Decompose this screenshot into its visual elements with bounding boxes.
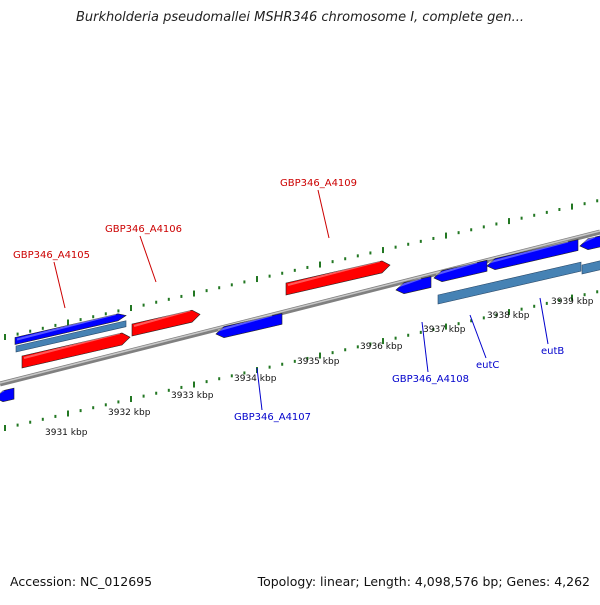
cds-bars xyxy=(15,260,600,353)
gene-label-eutb[interactable]: eutB xyxy=(541,346,564,357)
gene-highlight xyxy=(581,235,596,244)
cds-bar-edge xyxy=(581,260,600,275)
topology-summary: Topology: linear; Length: 4,098,576 bp; … xyxy=(257,574,590,589)
kbp-label: 3938 kbp xyxy=(487,311,530,321)
cds-bar-right xyxy=(437,261,582,305)
kbp-label: 3939 kbp xyxy=(551,297,594,307)
kbp-label: 3934 kbp xyxy=(234,374,277,384)
map-title: Burkholderia pseudomallei MSHR346 chromo… xyxy=(75,10,525,25)
gene-arrow-eutc[interactable] xyxy=(433,259,488,282)
kbp-label: 3935 kbp xyxy=(297,357,340,367)
gene-label-gbp346-a4108[interactable]: GBP346_A4108 xyxy=(392,374,469,385)
gene-arrow-gbp346-a4108[interactable] xyxy=(395,276,432,294)
gene-label-gbp346-a4107[interactable]: GBP346_A4107 xyxy=(234,412,311,423)
backbone-highlight xyxy=(0,230,600,384)
accession-text: Accession: NC_012695 xyxy=(10,574,153,589)
gene-arrow-gbp346-a4105-rev[interactable] xyxy=(14,313,127,345)
kbp-label: 3932 kbp xyxy=(108,408,151,418)
gene-highlight xyxy=(435,261,478,276)
gene-highlight xyxy=(488,240,569,264)
leader-line xyxy=(317,189,330,239)
gene-label-gbp346-a4106[interactable]: GBP346_A4106 xyxy=(105,224,182,235)
gene-label-gbp346-a4105[interactable]: GBP346_A4105 xyxy=(13,250,90,261)
gene-highlight xyxy=(23,332,121,359)
gene-arrow-eutb[interactable] xyxy=(486,239,579,270)
gene-highlight xyxy=(16,313,117,341)
gene-highlight xyxy=(397,277,422,288)
leader-line xyxy=(53,261,66,309)
leader-line xyxy=(421,321,429,373)
gene-highlight xyxy=(217,314,273,332)
kbp-label: 3937 kbp xyxy=(423,325,466,335)
gene-highlight xyxy=(0,389,5,394)
leader-line xyxy=(256,367,263,411)
gene-arrow-gbp346-a4107[interactable] xyxy=(215,312,283,338)
kbp-label: 3931 kbp xyxy=(45,428,88,438)
gene-arrow-right-edge[interactable] xyxy=(579,235,600,250)
upper-tick-track xyxy=(4,199,599,340)
gene-arrow-left-edge[interactable] xyxy=(0,387,15,402)
gene-arrows[interactable] xyxy=(0,235,600,402)
gene-arrow-gbp346-a4109[interactable] xyxy=(285,260,391,296)
leader-line xyxy=(469,314,487,359)
leader-line xyxy=(139,235,157,283)
gene-highlight xyxy=(133,309,191,327)
gene-label-gbp346-a4109[interactable]: GBP346_A4109 xyxy=(280,178,357,189)
cds-bar-left xyxy=(15,320,127,353)
gene-arrow-gbp346-a4106[interactable] xyxy=(131,309,201,337)
kbp-label: 3936 kbp xyxy=(360,342,403,352)
leader-line xyxy=(539,297,549,345)
label-leaders xyxy=(53,189,549,411)
gene-highlight xyxy=(287,260,381,286)
gene-label-eutc[interactable]: eutC xyxy=(476,360,499,371)
gene-arrow-gbp346-a4105[interactable] xyxy=(21,332,131,369)
kbp-label: 3933 kbp xyxy=(171,391,214,401)
